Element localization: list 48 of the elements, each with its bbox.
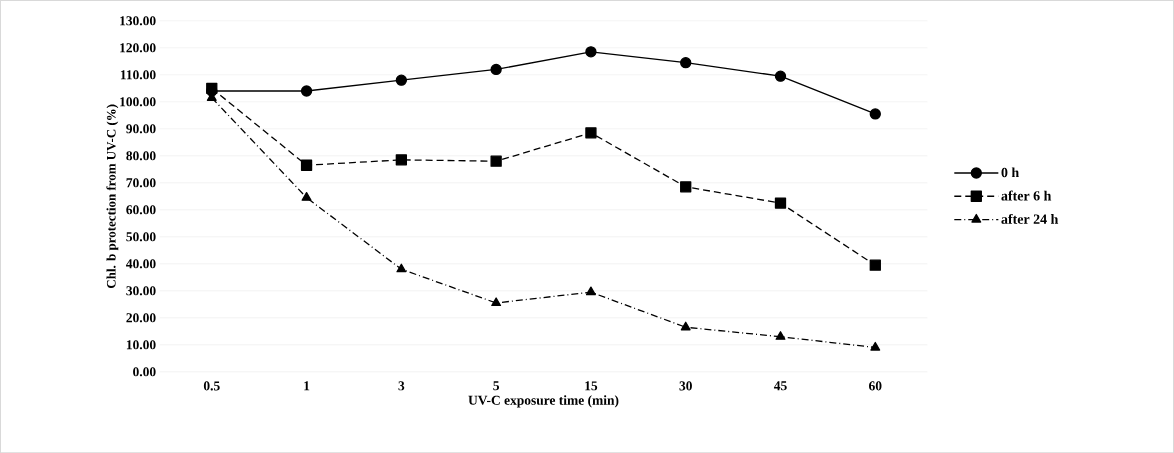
x-tick-label: 60 bbox=[869, 381, 882, 391]
y-tick-label: 0.00 bbox=[133, 367, 156, 377]
point bbox=[680, 56, 692, 69]
point bbox=[300, 85, 313, 97]
point bbox=[869, 108, 881, 120]
y-tick-label: 80.00 bbox=[126, 151, 156, 161]
y-tick-label: 70.00 bbox=[126, 178, 156, 188]
y-axis-title: Chl. b protection from UV-C (%) bbox=[106, 104, 119, 288]
x-tick-label: 30 bbox=[679, 381, 692, 391]
x-tick-label: 0.5 bbox=[203, 381, 220, 391]
point bbox=[774, 70, 787, 82]
point bbox=[585, 286, 596, 296]
point bbox=[585, 46, 597, 58]
point bbox=[869, 259, 881, 271]
point bbox=[585, 127, 597, 139]
y-tick-label: 130.00 bbox=[120, 16, 156, 26]
y-tick-label: 100.00 bbox=[120, 97, 156, 107]
y-tick-label: 30.00 bbox=[126, 286, 156, 296]
point bbox=[870, 341, 881, 351]
legend-label: after 24 h bbox=[1001, 213, 1059, 224]
x-tick-label: 5 bbox=[493, 381, 500, 391]
point bbox=[396, 263, 407, 273]
point bbox=[301, 191, 312, 201]
point bbox=[491, 297, 502, 306]
y-tick-label: 90.00 bbox=[126, 124, 156, 134]
x-tick-label: 3 bbox=[398, 381, 405, 391]
point bbox=[680, 321, 691, 331]
y-tick-label: 50.00 bbox=[126, 232, 156, 242]
point bbox=[680, 181, 692, 193]
x-tick-label: 15 bbox=[585, 381, 598, 391]
point bbox=[300, 159, 313, 171]
y-tick-label: 60.00 bbox=[126, 205, 156, 215]
point bbox=[775, 330, 786, 340]
point bbox=[774, 197, 787, 209]
y-tick-label: 120.00 bbox=[120, 43, 156, 53]
y-tick-label: 110.00 bbox=[120, 70, 156, 80]
y-tick-label: 20.00 bbox=[126, 313, 156, 323]
point bbox=[395, 74, 408, 86]
point bbox=[490, 155, 502, 167]
legend-label: after 6 h bbox=[1001, 190, 1052, 201]
point bbox=[490, 63, 502, 75]
x-tick-label: 45 bbox=[773, 381, 787, 391]
x-tick-label: 1 bbox=[304, 381, 310, 391]
x-axis-title: UV-C exposure time (min) bbox=[468, 395, 619, 408]
point bbox=[395, 154, 408, 166]
y-tick-label: 40.00 bbox=[126, 259, 156, 269]
legend-label: 0 h bbox=[1001, 167, 1019, 178]
y-tick-label: 10.00 bbox=[126, 340, 156, 350]
